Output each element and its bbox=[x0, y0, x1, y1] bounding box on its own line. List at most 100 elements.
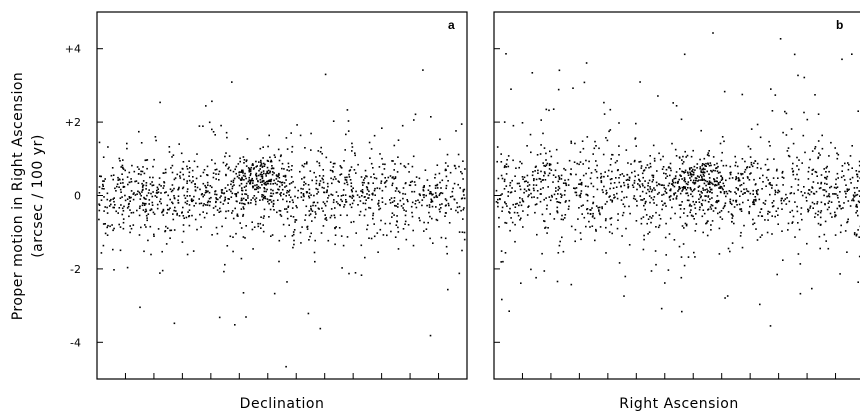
scatter-point bbox=[807, 209, 810, 212]
scatter-point bbox=[692, 200, 694, 203]
scatter-point bbox=[714, 184, 716, 187]
scatter-point bbox=[323, 191, 326, 194]
scatter-point bbox=[288, 224, 290, 226]
scatter-point bbox=[195, 177, 198, 180]
scatter-point bbox=[432, 193, 434, 196]
scatter-point bbox=[511, 187, 513, 189]
scatter-point bbox=[803, 111, 805, 114]
scatter-point bbox=[181, 241, 184, 243]
scatter-point bbox=[771, 202, 774, 204]
scatter-point bbox=[761, 234, 763, 236]
scatter-point bbox=[707, 152, 710, 154]
scatter-point bbox=[136, 209, 138, 212]
scatter-point bbox=[598, 209, 600, 211]
scatter-point bbox=[165, 243, 168, 245]
scatter-point bbox=[740, 172, 742, 175]
scatter-point bbox=[664, 236, 667, 239]
scatter-point bbox=[735, 178, 737, 181]
scatter-point bbox=[184, 197, 187, 199]
scatter-point bbox=[260, 175, 263, 178]
scatter-point bbox=[540, 144, 542, 146]
scatter-point bbox=[837, 197, 839, 199]
scatter-point bbox=[815, 171, 818, 174]
scatter-point bbox=[600, 175, 603, 178]
scatter-point bbox=[568, 159, 571, 162]
scatter-point bbox=[606, 139, 609, 142]
scatter-point bbox=[349, 179, 352, 181]
scatter-point bbox=[286, 211, 289, 213]
scatter-point bbox=[269, 208, 272, 211]
scatter-point bbox=[659, 158, 662, 161]
scatter-point bbox=[184, 201, 187, 204]
scatter-point bbox=[856, 206, 858, 208]
scatter-point bbox=[665, 173, 667, 175]
scatter-point bbox=[224, 155, 226, 158]
scatter-point bbox=[780, 199, 782, 202]
panel-b-ticks bbox=[494, 48, 837, 379]
scatter-point bbox=[182, 168, 184, 170]
scatter-point bbox=[674, 148, 677, 151]
scatter-point bbox=[771, 233, 773, 235]
scatter-point bbox=[225, 173, 227, 176]
scatter-point bbox=[440, 192, 442, 194]
scatter-point bbox=[354, 154, 356, 157]
scatter-point bbox=[330, 177, 332, 180]
scatter-point bbox=[449, 196, 452, 198]
scatter-point bbox=[182, 215, 185, 217]
scatter-point bbox=[368, 237, 370, 239]
scatter-point bbox=[741, 246, 744, 249]
scatter-point bbox=[260, 159, 262, 162]
scatter-point bbox=[427, 189, 430, 191]
scatter-point bbox=[496, 160, 498, 163]
scatter-point bbox=[255, 166, 257, 168]
scatter-point bbox=[514, 175, 516, 177]
scatter-point bbox=[792, 171, 794, 173]
scatter-point bbox=[624, 275, 627, 278]
scatter-point bbox=[692, 168, 694, 171]
scatter-point bbox=[160, 192, 162, 194]
scatter-point bbox=[824, 220, 827, 223]
scatter-point bbox=[313, 201, 315, 204]
scatter-point bbox=[518, 204, 520, 207]
scatter-point bbox=[796, 210, 799, 213]
scatter-point bbox=[450, 208, 452, 210]
scatter-point bbox=[393, 214, 395, 216]
scatter-point bbox=[289, 201, 291, 203]
scatter-point bbox=[740, 210, 743, 212]
scatter-point bbox=[729, 173, 732, 176]
scatter-point bbox=[543, 220, 545, 222]
scatter-point bbox=[539, 188, 542, 190]
scatter-point bbox=[152, 211, 155, 214]
scatter-point bbox=[106, 234, 109, 236]
scatter-point bbox=[844, 230, 847, 232]
scatter-point bbox=[665, 168, 668, 171]
scatter-point bbox=[403, 209, 405, 211]
scatter-point bbox=[263, 215, 265, 217]
scatter-point bbox=[777, 207, 779, 210]
scatter-point bbox=[544, 172, 546, 175]
scatter-point bbox=[366, 188, 369, 191]
scatter-point bbox=[414, 184, 417, 186]
scatter-point bbox=[738, 179, 741, 182]
scatter-point bbox=[812, 168, 815, 171]
scatter-point bbox=[377, 203, 379, 205]
scatter-point bbox=[636, 204, 638, 207]
scatter-point bbox=[599, 226, 602, 228]
scatter-point bbox=[408, 184, 411, 186]
scatter-point bbox=[592, 153, 594, 155]
scatter-point bbox=[393, 178, 395, 180]
scatter-point bbox=[219, 196, 221, 199]
scatter-point bbox=[535, 178, 538, 181]
scatter-point bbox=[725, 190, 728, 193]
scatter-point bbox=[407, 163, 410, 165]
scatter-point bbox=[644, 180, 646, 182]
scatter-point bbox=[729, 202, 732, 205]
scatter-point bbox=[247, 167, 250, 169]
scatter-point bbox=[461, 172, 463, 175]
scatter-point bbox=[766, 158, 769, 161]
scatter-point bbox=[357, 163, 359, 166]
scatter-point bbox=[321, 186, 324, 189]
scatter-point bbox=[731, 220, 733, 223]
scatter-point bbox=[373, 189, 376, 192]
scatter-point bbox=[709, 188, 712, 191]
